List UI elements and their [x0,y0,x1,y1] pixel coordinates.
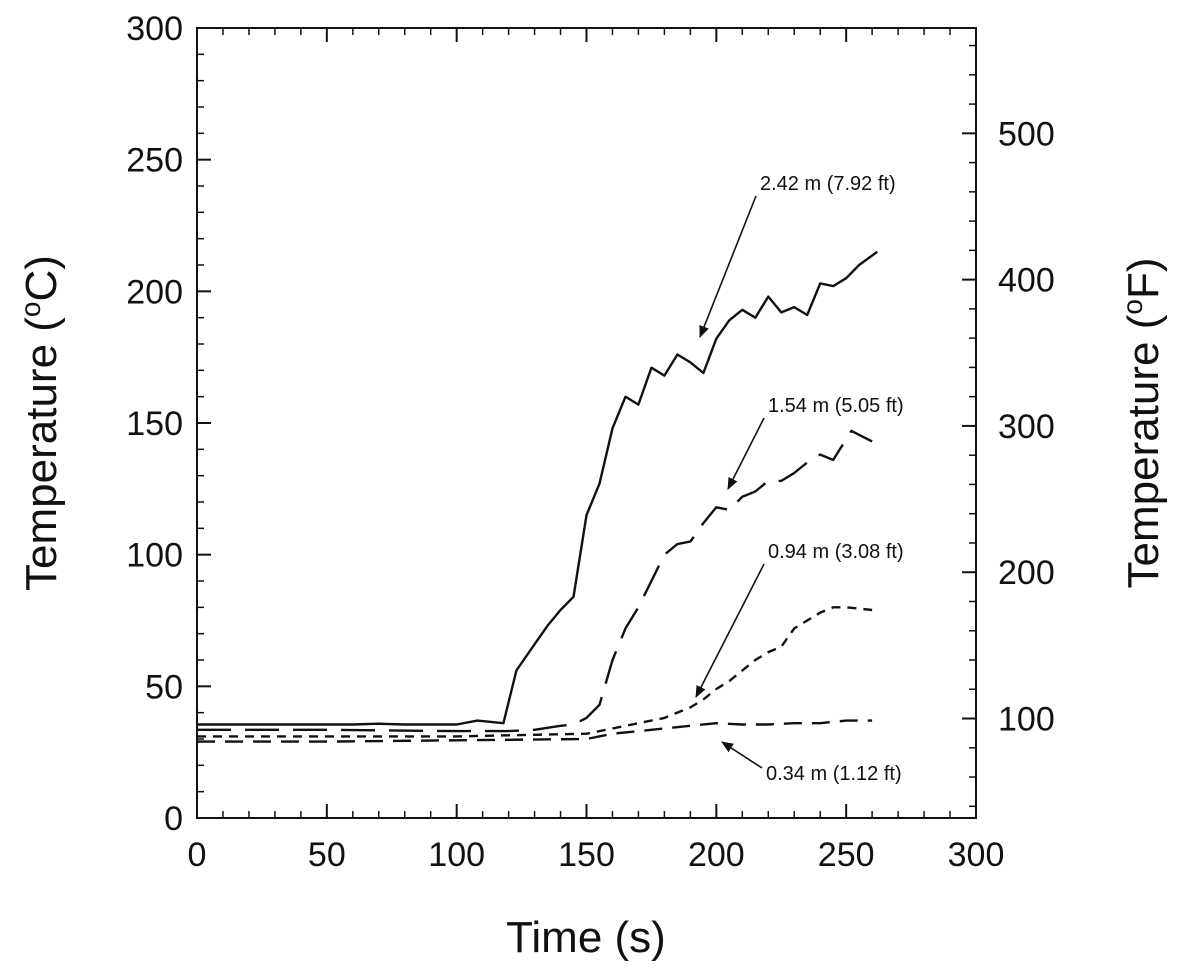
y2-tick-label: 300 [998,408,1055,446]
annotation-label-0: 2.42 m (7.92 ft) [760,173,896,195]
y2-axis-ticks: 100 200 300 400 500 [962,44,1055,808]
y-tick-label: 300 [126,10,183,48]
annotation-arrow-3 [721,741,763,769]
x-tick-label: 200 [688,836,745,874]
x-tick-label: 50 [308,836,346,874]
y-tick-label: 100 [126,537,183,575]
x-axis-ticks: 0 50 100 150 200 250 300 [188,28,1005,874]
series-line-0 [197,250,879,726]
x-axis-title: Time (s) [506,913,666,962]
x-tick-label: 100 [428,836,485,874]
annotation-label-2: 0.94 m (3.08 ft) [768,541,904,563]
annotation-arrow-1 [727,417,765,490]
annotation-arrow-0 [699,195,757,338]
x-tick-label: 0 [188,836,207,874]
annotation-label-1: 1.54 m (5.05 ft) [768,395,904,417]
series-lines [197,250,879,743]
y-axis-ticks: 0 50 100 150 200 250 300 [126,10,211,838]
y2-tick-label: 200 [998,554,1055,592]
y-tick-label: 250 [126,142,183,180]
y-tick-label: 0 [164,800,183,838]
annotation-label-3: 0.34 m (1.12 ft) [766,763,902,785]
y-axis-title: Temperature (oC) [15,255,66,591]
plot-frame [196,27,977,819]
x-tick-label: 250 [818,836,875,874]
series-line-1 [197,429,873,733]
y-tick-label: 150 [126,405,183,443]
y2-tick-label: 100 [998,701,1055,739]
y-tick-label: 50 [145,668,183,706]
y2-axis-title: Temperature (oF) [1117,258,1168,589]
annotations: 2.42 m (7.92 ft) 1.54 m (5.05 ft) 0.94 m (… [695,173,904,785]
series-line-2 [197,606,873,738]
y2-tick-label: 400 [998,262,1055,300]
x-tick-label: 300 [948,836,1005,874]
x-tick-label: 150 [558,836,615,874]
y2-tick-label: 500 [998,115,1055,153]
y-tick-label: 200 [126,273,183,311]
annotation-arrow-2 [695,563,765,698]
